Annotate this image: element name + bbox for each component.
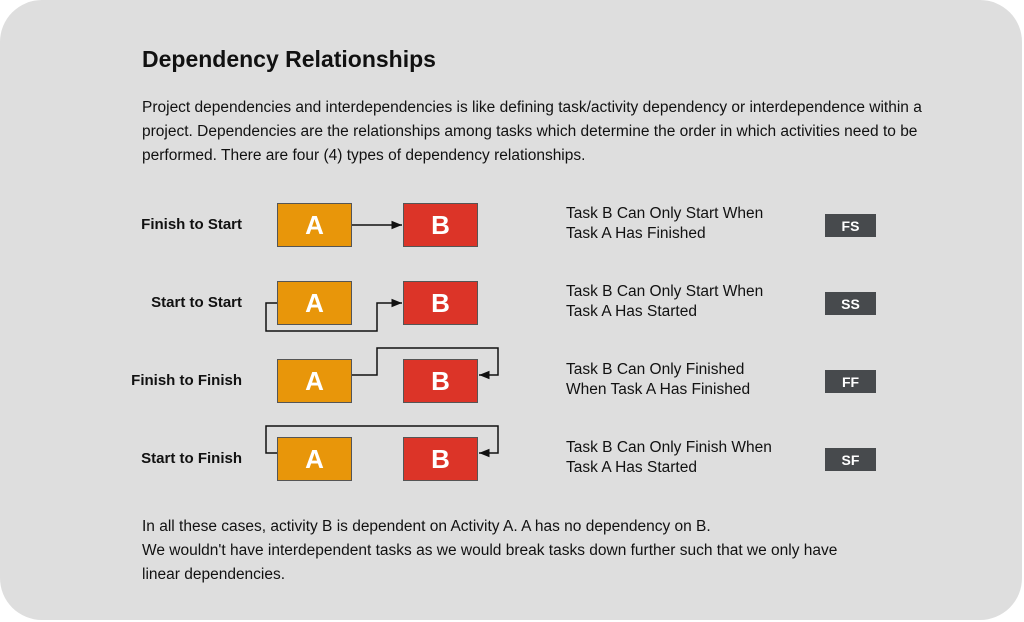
desc-line: Task A Has Started	[566, 459, 697, 476]
task-a-box: A	[277, 203, 352, 247]
row-description: Task B Can Only Finish When Task A Has St…	[566, 438, 772, 478]
task-b-box: B	[403, 281, 478, 325]
outro-line: In all these cases, activity B is depend…	[142, 518, 711, 535]
task-a-box: A	[277, 281, 352, 325]
desc-line: Task B Can Only Start When	[566, 283, 764, 300]
desc-line: Task A Has Started	[566, 303, 697, 320]
intro-text: Project dependencies and interdependenci…	[142, 99, 922, 164]
row-label-ss: Start to Start	[151, 294, 242, 311]
row-label-sf: Start to Finish	[141, 450, 242, 467]
badge-fs: FS	[825, 214, 876, 237]
desc-line: Task B Can Only Start When	[566, 205, 764, 222]
badge-ff: FF	[825, 370, 876, 393]
row-label-ff: Finish to Finish	[131, 372, 242, 389]
row-description: Task B Can Only Finished When Task A Has …	[566, 360, 750, 400]
ss-connector	[265, 298, 402, 332]
task-b-box: B	[403, 437, 478, 481]
desc-line: Task B Can Only Finish When	[566, 439, 772, 456]
sf-connector	[265, 425, 499, 458]
task-a-box: A	[277, 359, 352, 403]
badge-ss: SS	[825, 292, 876, 315]
desc-line: Task A Has Finished	[566, 225, 706, 242]
task-b-box: B	[403, 359, 478, 403]
desc-line: Task B Can Only Finished	[566, 361, 745, 378]
outro-text: In all these cases, activity B is depend…	[142, 515, 942, 587]
row-label-fs: Finish to Start	[141, 216, 242, 233]
outro-line: We wouldn't have interdependent tasks as…	[142, 542, 838, 583]
desc-line: When Task A Has Finished	[566, 381, 751, 398]
task-a-box: A	[277, 437, 352, 481]
task-b-box: B	[403, 203, 478, 247]
row-description: Task B Can Only Start When Task A Has Sta…	[566, 282, 763, 322]
ff-connector	[352, 347, 499, 380]
page-title: Dependency Relationships	[142, 46, 436, 72]
row-description: Task B Can Only Start When Task A Has Fin…	[566, 204, 763, 244]
badge-sf: SF	[825, 448, 876, 471]
